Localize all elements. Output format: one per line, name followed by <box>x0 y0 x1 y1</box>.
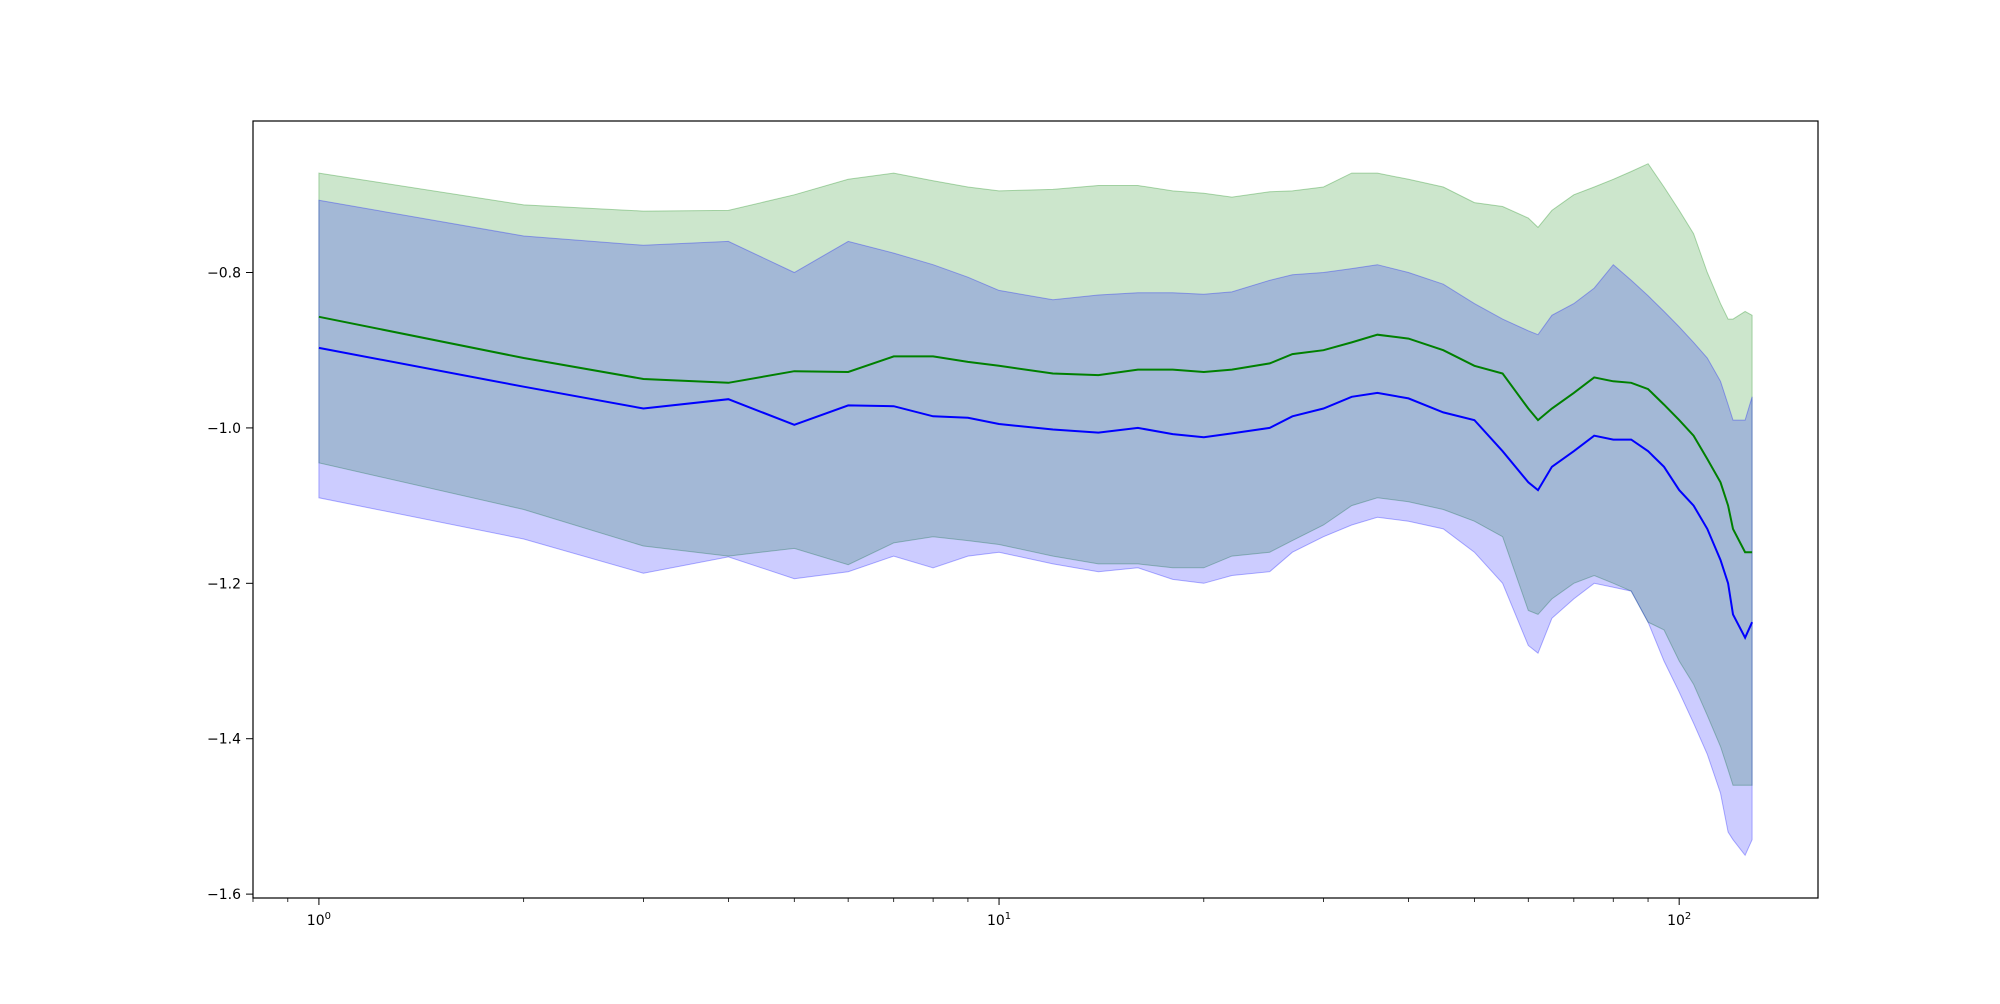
confidence-bands <box>318 163 1753 857</box>
series-2-band <box>318 199 1753 857</box>
x-tick-label: 101 <box>987 911 1011 929</box>
x-tick-label: 102 <box>1667 911 1691 929</box>
series-2-line <box>318 346 1754 640</box>
x-axis: 100 101 102 <box>252 898 1691 929</box>
y-tick-label: −1.0 <box>207 421 241 437</box>
y-tick-label: −1.2 <box>207 576 241 592</box>
y-tick-label: −1.6 <box>207 887 241 903</box>
series-1-line <box>318 315 1753 554</box>
series-1-band <box>318 163 1753 786</box>
y-axis: −0.8 −1.0 −1.2 −1.4 −1.6 <box>207 266 253 903</box>
y-tick-label: −1.4 <box>207 732 241 748</box>
plot-area-frame <box>252 120 1819 899</box>
y-tick-label: −0.8 <box>207 266 241 282</box>
series-lines <box>318 315 1754 640</box>
x-tick-label: 100 <box>307 911 331 929</box>
